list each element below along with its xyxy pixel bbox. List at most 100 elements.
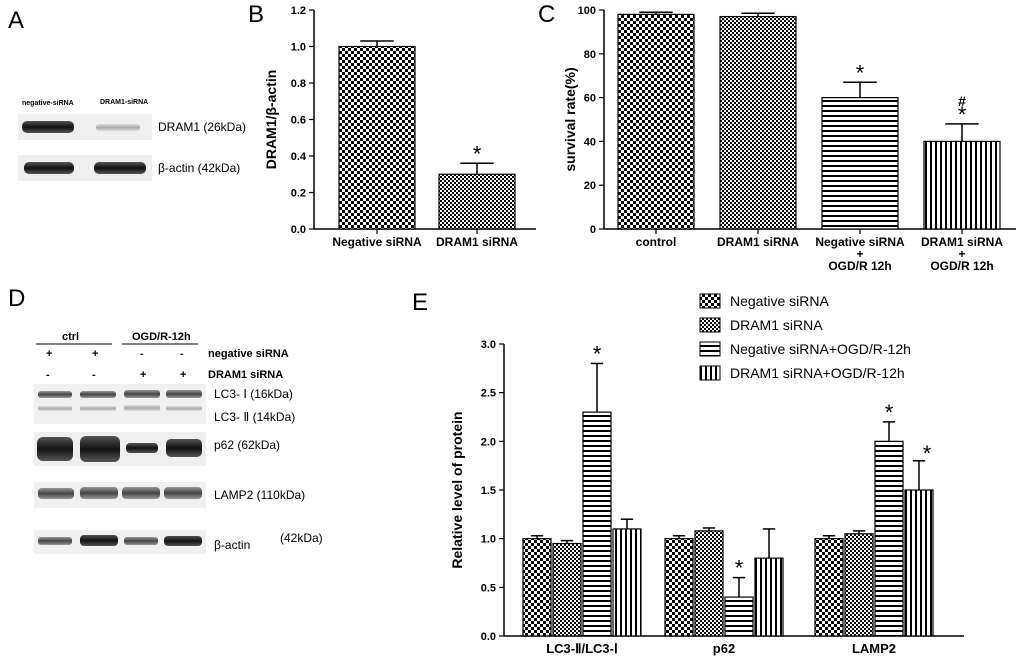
blot-band xyxy=(94,162,146,174)
y-tick-label: 0.6 xyxy=(291,115,306,127)
x-tick-label: control xyxy=(636,235,677,249)
bar xyxy=(821,96,899,230)
y-tick-label: 0.0 xyxy=(481,631,496,643)
significance-mark: * xyxy=(856,60,865,85)
blot-band xyxy=(164,487,202,499)
blot-d-row-label: DRAM1 siRNA xyxy=(208,369,283,381)
blot-band xyxy=(122,487,160,499)
blot-d-sign: + xyxy=(140,369,146,381)
legend-label: DRAM1 siRNA+OGD/R-12h xyxy=(730,365,905,381)
bar xyxy=(904,489,934,637)
x-tick-label: p62 xyxy=(713,641,735,656)
panel-letter-e: E xyxy=(412,289,428,316)
legend-label: Negative siRNA+OGD/R-12h xyxy=(730,341,911,357)
significance-mark: * xyxy=(923,441,932,466)
x-tick-label: DRAM1 siRNA xyxy=(436,235,518,249)
panel-letter-c: C xyxy=(538,1,555,28)
blot-band xyxy=(24,162,74,174)
y-tick-label: 60 xyxy=(584,93,596,105)
legend-swatch xyxy=(699,365,721,381)
chart-e: 0.0 0.5 1.0 1.5 2.0 2.5 3.0 Relative level of p… xyxy=(449,293,964,656)
blot-band xyxy=(124,537,158,545)
y-axis-label: survival rate(%) xyxy=(562,67,578,171)
blot-band xyxy=(164,536,202,546)
blot-d-sign: + xyxy=(92,348,98,360)
blot-band xyxy=(96,124,140,131)
y-tick-label: 0.0 xyxy=(291,224,306,236)
blot-d-band-label: p62 (62kDa) xyxy=(214,438,280,452)
panel-letter-d: D xyxy=(8,285,25,312)
x-tick-label: OGD/R 12h xyxy=(828,259,891,273)
legend-swatch xyxy=(699,293,721,309)
y-tick-label: 0.2 xyxy=(291,188,306,200)
chart-c: 0 20 40 60 80 100 survival rate(%) control DRAM1… xyxy=(562,5,1016,273)
x-tick-label: OGD/R 12h xyxy=(930,259,993,273)
y-tick-label: 0 xyxy=(590,224,596,236)
blot-d-band-label: LC3- Ⅱ (14kDa) xyxy=(214,410,295,424)
x-tick-label: DRAM1 siRNA xyxy=(717,235,799,249)
blot-band xyxy=(38,391,72,398)
y-tick-label: 2.5 xyxy=(481,388,496,400)
significance-mark: * xyxy=(593,341,602,366)
x-tick-label: + xyxy=(856,247,863,261)
bar xyxy=(338,45,416,230)
bar xyxy=(438,173,516,230)
bar xyxy=(664,538,694,637)
bar xyxy=(612,528,642,637)
blot-band xyxy=(22,121,74,133)
blot-a-band-label: β-actin (42kDa) xyxy=(158,161,240,175)
y-tick-label: 100 xyxy=(578,5,596,17)
blot-d-group-label: ctrl xyxy=(62,331,79,343)
blot-band xyxy=(124,390,160,398)
legend-swatch xyxy=(699,341,721,357)
x-tick-label: DRAM1 siRNA xyxy=(921,235,1003,249)
bar xyxy=(719,15,797,230)
bar xyxy=(814,538,844,637)
blot-d-band-label: LAMP2 (110kDa) xyxy=(214,488,305,502)
x-tick-label: LAMP2 xyxy=(852,641,896,656)
blot-band xyxy=(166,406,202,411)
bar xyxy=(844,533,874,637)
blot-d-sign: - xyxy=(46,369,50,381)
blot-d-sign: + xyxy=(46,348,52,360)
significance-mark: * xyxy=(958,102,967,127)
blot-d-sign: + xyxy=(180,369,186,381)
bar xyxy=(874,440,904,637)
blot-band xyxy=(80,535,118,546)
y-tick-label: 40 xyxy=(584,136,596,148)
blot-d: ctrl OGD/R-12h + + - - negative siRNA - … xyxy=(34,331,323,554)
bar xyxy=(522,538,552,637)
blot-band xyxy=(38,406,72,411)
blot-d-sign: - xyxy=(140,348,144,360)
blot-band xyxy=(126,443,158,453)
significance-mark: # xyxy=(958,93,966,109)
y-tick-label: 1.0 xyxy=(481,534,496,546)
y-tick-label: 20 xyxy=(584,180,596,192)
blot-d-band-label: (42kDa) xyxy=(280,531,323,545)
blot-a-lane-label: DRAM1-siRNA xyxy=(100,99,148,106)
legend-label: DRAM1 siRNA xyxy=(730,317,823,333)
y-tick-label: 80 xyxy=(584,49,596,61)
blot-d-band-label: β-actin xyxy=(214,538,250,552)
y-tick-label: 0.8 xyxy=(291,78,306,90)
significance-mark: * xyxy=(473,141,482,166)
bar xyxy=(582,411,612,637)
y-tick-label: 1.0 xyxy=(291,42,306,54)
blot-d-row-label: negative siRNA xyxy=(208,348,289,360)
blot-d-band-label: LC3- Ⅰ (16kDa) xyxy=(214,387,293,401)
y-tick-label: 0.5 xyxy=(481,582,496,594)
blot-band xyxy=(38,537,72,545)
blot-band xyxy=(166,390,202,398)
blot-band xyxy=(37,437,73,461)
x-tick-label: Negative siRNA xyxy=(332,235,422,249)
bar xyxy=(754,557,784,637)
x-tick-label: Negative siRNA xyxy=(815,235,905,249)
panel-letter-a: A xyxy=(8,7,24,34)
legend-swatch xyxy=(699,317,721,333)
blot-band xyxy=(38,488,74,499)
blot-band xyxy=(166,439,202,457)
blot-a-lane-label: negative-siRNA xyxy=(22,100,74,107)
y-tick-label: 1.5 xyxy=(481,485,496,497)
blot-band xyxy=(124,405,160,411)
